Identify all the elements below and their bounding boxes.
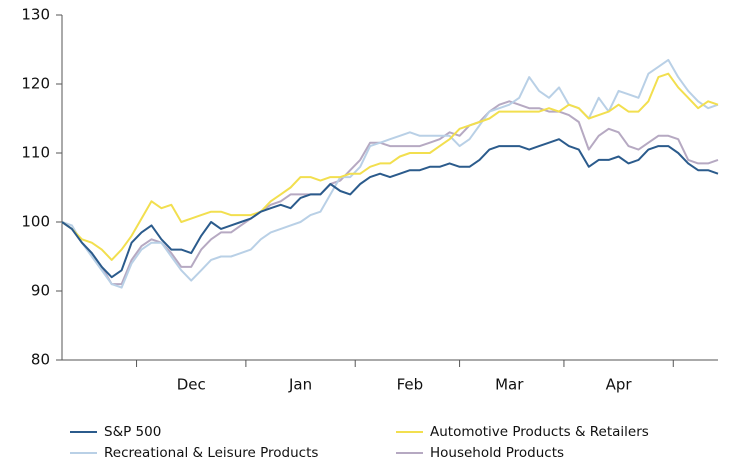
y-tick-label: 120 <box>21 75 50 93</box>
y-tick-label: 110 <box>21 144 50 162</box>
legend-label: Automotive Products & Retailers <box>430 424 649 440</box>
y-tick-label: 130 <box>21 6 50 24</box>
legend-label: Recreational & Leisure Products <box>104 445 318 461</box>
series-line <box>61 100 719 286</box>
series-line <box>61 138 719 279</box>
series-line <box>61 58 719 289</box>
x-tick-label: Dec <box>177 376 206 394</box>
legend: S&P 500 Automotive Products & Retailers Re… <box>70 424 649 461</box>
x-tick-label: Mar <box>495 376 524 394</box>
y-tick-label: 100 <box>21 213 50 231</box>
x-tick-label: Apr <box>606 376 633 394</box>
legend-label: S&P 500 <box>104 424 161 440</box>
x-tick-label: Jan <box>288 376 312 394</box>
y-tick-label: 90 <box>31 282 50 300</box>
x-tick-label: Feb <box>397 376 424 394</box>
legend-label: Household Products <box>430 445 564 461</box>
y-tick-label: 80 <box>31 351 50 369</box>
series-line <box>61 72 719 261</box>
